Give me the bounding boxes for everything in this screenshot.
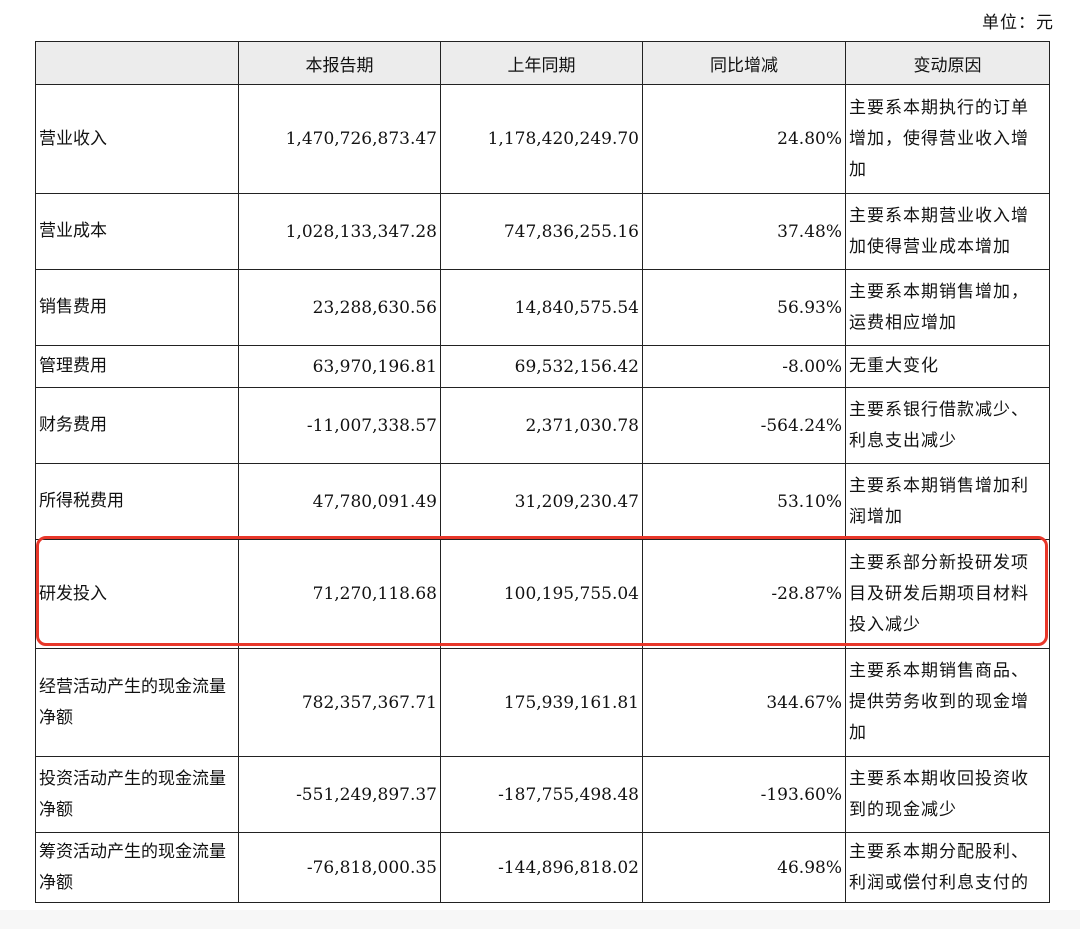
current-value: 782,357,367.71 — [238, 648, 441, 757]
reason-text: 主要系银行借款减少、利息支出减少 — [845, 387, 1050, 464]
table-row: 经营活动产生的现金流量净额 782,357,367.71 175,939,161… — [35, 648, 1050, 757]
current-value: -11,007,338.57 — [238, 387, 441, 464]
table-header-row: 本报告期 上年同期 同比增减 变动原因 — [35, 41, 1050, 85]
current-value: 23,288,630.56 — [238, 269, 441, 346]
table-row: 投资活动产生的现金流量净额 -551,249,897.37 -187,755,4… — [35, 756, 1050, 833]
table-row-highlighted: 研发投入 71,270,118.68 100,195,755.04 -28.87… — [35, 539, 1050, 649]
row-item-label: 经营活动产生的现金流量净额 — [35, 648, 239, 757]
change-value: -564.24% — [642, 387, 846, 464]
current-value: -551,249,897.37 — [238, 756, 441, 833]
reason-text: 主要系本期销售商品、提供劳务收到的现金增加 — [845, 648, 1050, 757]
header-item — [35, 41, 239, 85]
prior-value: -144,896,818.02 — [440, 832, 643, 903]
reason-text: 主要系本期收回投资收到的现金减少 — [845, 756, 1050, 833]
prior-value: 69,532,156.42 — [440, 345, 643, 388]
row-item-label: 财务费用 — [35, 387, 239, 464]
reason-text: 主要系部分新投研发项目及研发后期项目材料投入减少 — [845, 539, 1050, 649]
reason-text: 主要系本期销售增加利润增加 — [845, 463, 1050, 540]
change-value: 56.93% — [642, 269, 846, 346]
change-value: 53.10% — [642, 463, 846, 540]
reason-text: 主要系本期执行的订单增加，使得营业收入增加 — [845, 84, 1050, 194]
change-value: 344.67% — [642, 648, 846, 757]
current-value: 47,780,091.49 — [238, 463, 441, 540]
table-row: 销售费用 23,288,630.56 14,840,575.54 56.93% … — [35, 269, 1050, 346]
table-row: 所得税费用 47,780,091.49 31,209,230.47 53.10%… — [35, 463, 1050, 540]
reason-text: 主要系本期营业收入增加使得营业成本增加 — [845, 193, 1050, 270]
reason-text: 主要系本期分配股利、利润或偿付利息支付的 — [845, 832, 1050, 903]
current-value: -76,818,000.35 — [238, 832, 441, 903]
prior-value: 31,209,230.47 — [440, 463, 643, 540]
header-current-period: 本报告期 — [238, 41, 441, 85]
change-value: -28.87% — [642, 539, 846, 649]
table-row: 财务费用 -11,007,338.57 2,371,030.78 -564.24… — [35, 387, 1050, 464]
row-item-label: 研发投入 — [35, 539, 239, 649]
row-item-label: 所得税费用 — [35, 463, 239, 540]
page-bottom-strip — [0, 910, 1080, 929]
table-row: 筹资活动产生的现金流量净额 -76,818,000.35 -144,896,81… — [35, 832, 1050, 903]
header-prior-period: 上年同期 — [440, 41, 643, 85]
header-yoy-change: 同比增减 — [642, 41, 846, 85]
table-row: 营业收入 1,470,726,873.47 1,178,420,249.70 2… — [35, 84, 1050, 194]
change-value: 24.80% — [642, 84, 846, 194]
change-value: -8.00% — [642, 345, 846, 388]
change-value: -193.60% — [642, 756, 846, 833]
table-row: 营业成本 1,028,133,347.28 747,836,255.16 37.… — [35, 193, 1050, 270]
prior-value: -187,755,498.48 — [440, 756, 643, 833]
prior-value: 1,178,420,249.70 — [440, 84, 643, 194]
reason-text: 无重大变化 — [845, 345, 1050, 388]
row-item-label: 管理费用 — [35, 345, 239, 388]
prior-value: 14,840,575.54 — [440, 269, 643, 346]
header-reason: 变动原因 — [845, 41, 1050, 85]
current-value: 71,270,118.68 — [238, 539, 441, 649]
prior-value: 747,836,255.16 — [440, 193, 643, 270]
change-value: 46.98% — [642, 832, 846, 903]
current-value: 63,970,196.81 — [238, 345, 441, 388]
row-item-label: 销售费用 — [35, 269, 239, 346]
current-value: 1,470,726,873.47 — [238, 84, 441, 194]
financial-comparison-table: 本报告期 上年同期 同比增减 变动原因 营业收入 1,470,726,873.4… — [35, 41, 1050, 903]
reason-text: 主要系本期销售增加，运费相应增加 — [845, 269, 1050, 346]
row-item-label: 营业成本 — [35, 193, 239, 270]
table-row: 管理费用 63,970,196.81 69,532,156.42 -8.00% … — [35, 345, 1050, 388]
prior-value: 100,195,755.04 — [440, 539, 643, 649]
unit-label: 单位：元 — [982, 13, 1054, 33]
row-item-label: 筹资活动产生的现金流量净额 — [35, 832, 239, 903]
row-item-label: 营业收入 — [35, 84, 239, 194]
prior-value: 175,939,161.81 — [440, 648, 643, 757]
row-item-label: 投资活动产生的现金流量净额 — [35, 756, 239, 833]
prior-value: 2,371,030.78 — [440, 387, 643, 464]
change-value: 37.48% — [642, 193, 846, 270]
current-value: 1,028,133,347.28 — [238, 193, 441, 270]
